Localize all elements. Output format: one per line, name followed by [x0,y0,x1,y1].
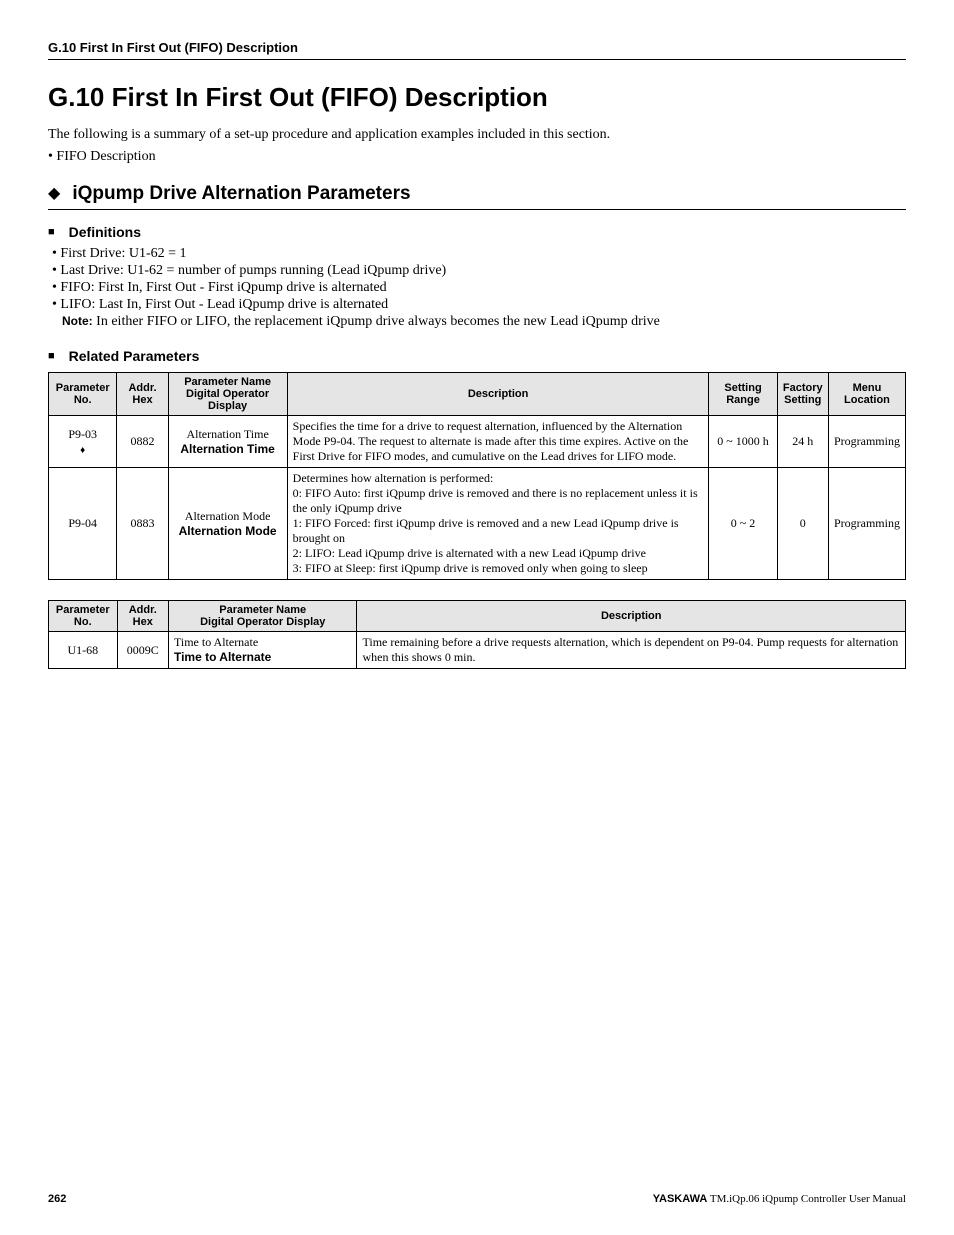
col-header: Description [287,373,709,416]
col-header: Description [357,601,906,632]
footer-doc-title: TM.iQp.06 iQpump Controller User Manual [707,1193,906,1205]
desc-cell: Determines how alternation is performed:… [287,468,709,580]
addr-cell: 0883 [117,468,168,580]
note-line: Note: In either FIFO or LIFO, the replac… [48,314,906,330]
definition-item: First Drive: U1-62 = 1 [48,246,906,262]
square-icon: ■ [48,350,55,362]
table-row: U1-68 0009C Time to Alternate Time to Al… [49,632,906,669]
col-header: Addr. Hex [117,373,168,416]
col-header: Menu Location [828,373,905,416]
page-number: 262 [48,1193,66,1205]
col-header: Parameter Name Digital Operator Display [168,601,357,632]
parameter-table-2: Parameter No. Addr. Hex Parameter Name D… [48,600,906,669]
param-name-cell: Alternation Time Alternation Time [168,416,287,468]
col-header: Factory Setting [777,373,828,416]
param-no-cell: U1-68 [49,632,118,669]
range-cell: 0 ~ 1000 h [709,416,777,468]
parameter-table-1: Parameter No. Addr. Hex Parameter Name D… [48,372,906,580]
desc-cell: Time remaining before a drive requests a… [357,632,906,669]
intro-bullet: • FIFO Description [48,149,906,165]
related-params-heading-row: ■ Related Parameters [48,348,906,364]
page-footer: 262 YASKAWA TM.iQp.06 iQpump Controller … [48,1193,906,1205]
addr-cell: 0882 [117,416,168,468]
param-no: P9-03 [68,427,97,441]
param-name-bold: Alternation Time [180,442,274,456]
definitions-heading: Definitions [69,224,141,240]
note-label: Note: [62,314,93,328]
main-heading: G.10 First In First Out (FIFO) Descripti… [48,82,906,113]
definition-item: LIFO: Last In, First Out - Lead iQpump d… [48,297,906,313]
sub-heading: iQpump Drive Alternation Parameters [72,183,410,205]
menu-cell: Programming [828,416,905,468]
col-header: Parameter No. [49,601,118,632]
related-params-heading: Related Parameters [69,348,200,364]
diamond-icon: ◆ [48,186,60,202]
footer-brand: YASKAWA [653,1193,708,1205]
param-name-cell: Time to Alternate Time to Alternate [168,632,357,669]
definition-item: FIFO: First In, First Out - First iQpump… [48,280,906,296]
col-header: Setting Range [709,373,777,416]
range-cell: 0 ~ 2 [709,468,777,580]
param-name-cell: Alternation Mode Alternation Mode [168,468,287,580]
table-row: P9-04 0883 Alternation Mode Alternation … [49,468,906,580]
addr-cell: 0009C [117,632,168,669]
menu-cell: Programming [828,468,905,580]
table-header-row: Parameter No. Addr. Hex Parameter Name D… [49,373,906,416]
table-header-row: Parameter No. Addr. Hex Parameter Name D… [49,601,906,632]
param-no-cell: P9-03 ♦ [49,416,117,468]
definitions-list: First Drive: U1-62 = 1 Last Drive: U1-62… [48,246,906,330]
definitions-heading-row: ■ Definitions [48,224,906,240]
param-name-plain: Alternation Time [186,427,268,441]
footer-doc-ref: YASKAWA TM.iQp.06 iQpump Controller User… [653,1193,906,1205]
col-header: Parameter Name Digital Operator Display [168,373,287,416]
col-header: Parameter No. [49,373,117,416]
intro-text: The following is a summary of a set-up p… [48,127,906,143]
param-name-bold: Alternation Mode [179,524,277,538]
note-text: In either FIFO or LIFO, the replacement … [93,314,660,329]
col-header: Addr. Hex [117,601,168,632]
page-header: G.10 First In First Out (FIFO) Descripti… [48,40,906,60]
param-name-plain: Alternation Mode [185,509,271,523]
definition-item: Last Drive: U1-62 = number of pumps runn… [48,263,906,279]
diamond-small-icon: ♦ [80,445,85,456]
param-name-plain: Time to Alternate [174,635,258,649]
param-name-bold: Time to Alternate [174,650,271,664]
factory-cell: 24 h [777,416,828,468]
sub-heading-row: ◆ iQpump Drive Alternation Parameters [48,183,906,210]
factory-cell: 0 [777,468,828,580]
square-icon: ■ [48,226,55,238]
param-no-cell: P9-04 [49,468,117,580]
table-row: P9-03 ♦ 0882 Alternation Time Alternatio… [49,416,906,468]
desc-cell: Specifies the time for a drive to reques… [287,416,709,468]
